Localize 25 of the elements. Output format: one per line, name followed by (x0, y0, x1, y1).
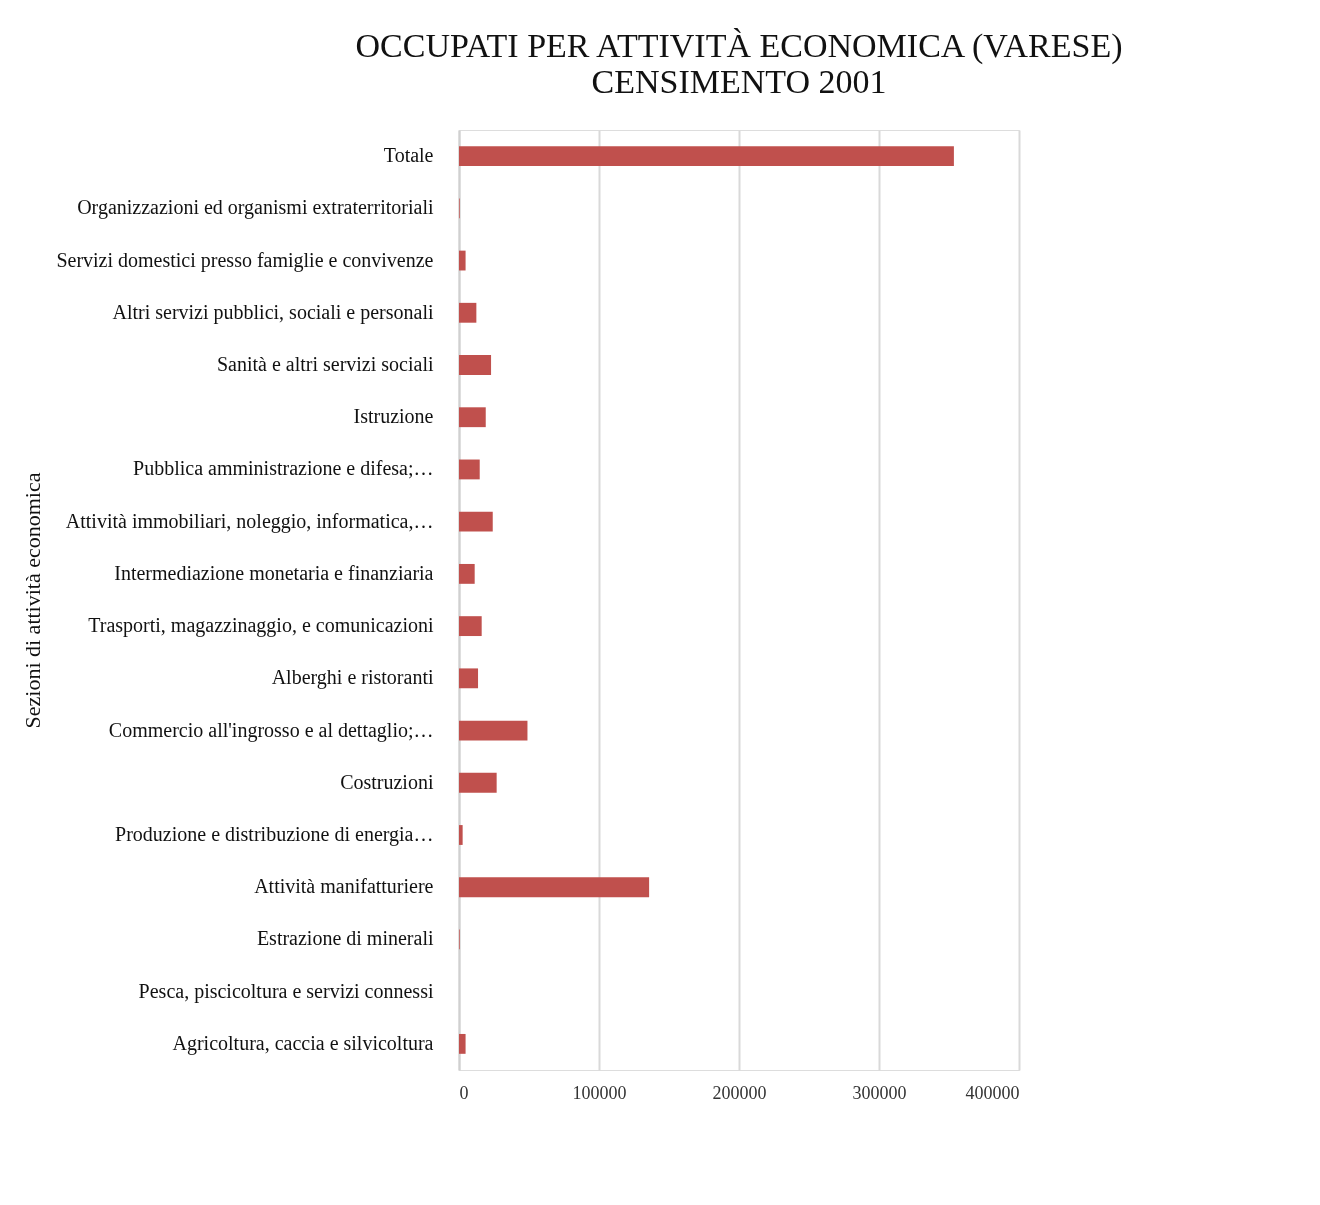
x-tick-label: 300000 (852, 1082, 907, 1103)
y-tick-label: Organizzazioni ed organismi extraterritoriali (77, 196, 434, 220)
y-tick-label: Totale (383, 144, 434, 167)
y-tick-label: Attività manifatturiere (254, 875, 434, 898)
x-tick-label: 100000 (572, 1082, 627, 1103)
y-tick-label: Commercio all'ingrosso e al dettaglio;… (108, 718, 434, 742)
y-tick-label: Pubblica amministrazione e difesa;… (133, 457, 434, 480)
y-tick-label: Istruzione (353, 405, 434, 428)
y-tick-label: Alberghi e ristoranti (271, 666, 434, 690)
y-axis-title: Sezioni di attività economica (19, 472, 45, 729)
y-tick-label: Trasporti, magazzinaggio, e comunicazioni (88, 614, 434, 638)
x-tick-label: 200000 (712, 1082, 767, 1103)
y-tick-label: Altri servizi pubblici, sociali e personali (112, 300, 434, 324)
y-tick-label: Estrazione di minerali (256, 927, 434, 950)
y-tick-label: Attività immobiliari, noleggio, informatica,… (65, 509, 434, 533)
y-tick-label: Sanità e altri servizi sociali (216, 353, 434, 375)
chart-title: OCCUPATI PER ATTIVITÀ ECONOMICA (VARESE) CENSIMENTO 2001 (355, 27, 1123, 100)
x-tick-label: 0 (459, 1082, 469, 1103)
y-tick-label: Costruzioni (340, 770, 434, 793)
y-tick-label: Intermediazione monetaria e finanziaria (114, 561, 434, 584)
y-tick-label: Produzione e distribuzione di energia… (115, 823, 434, 846)
y-tick-label: Pesca, piscicoltura e servizi connessi (138, 979, 434, 1003)
y-tick-label: Servizi domestici presso famiglie e convivenze (56, 248, 434, 272)
y-tick-label: Agricoltura, caccia e silvicoltura (172, 1031, 434, 1055)
x-tick-label: 400000 (965, 1082, 1020, 1103)
